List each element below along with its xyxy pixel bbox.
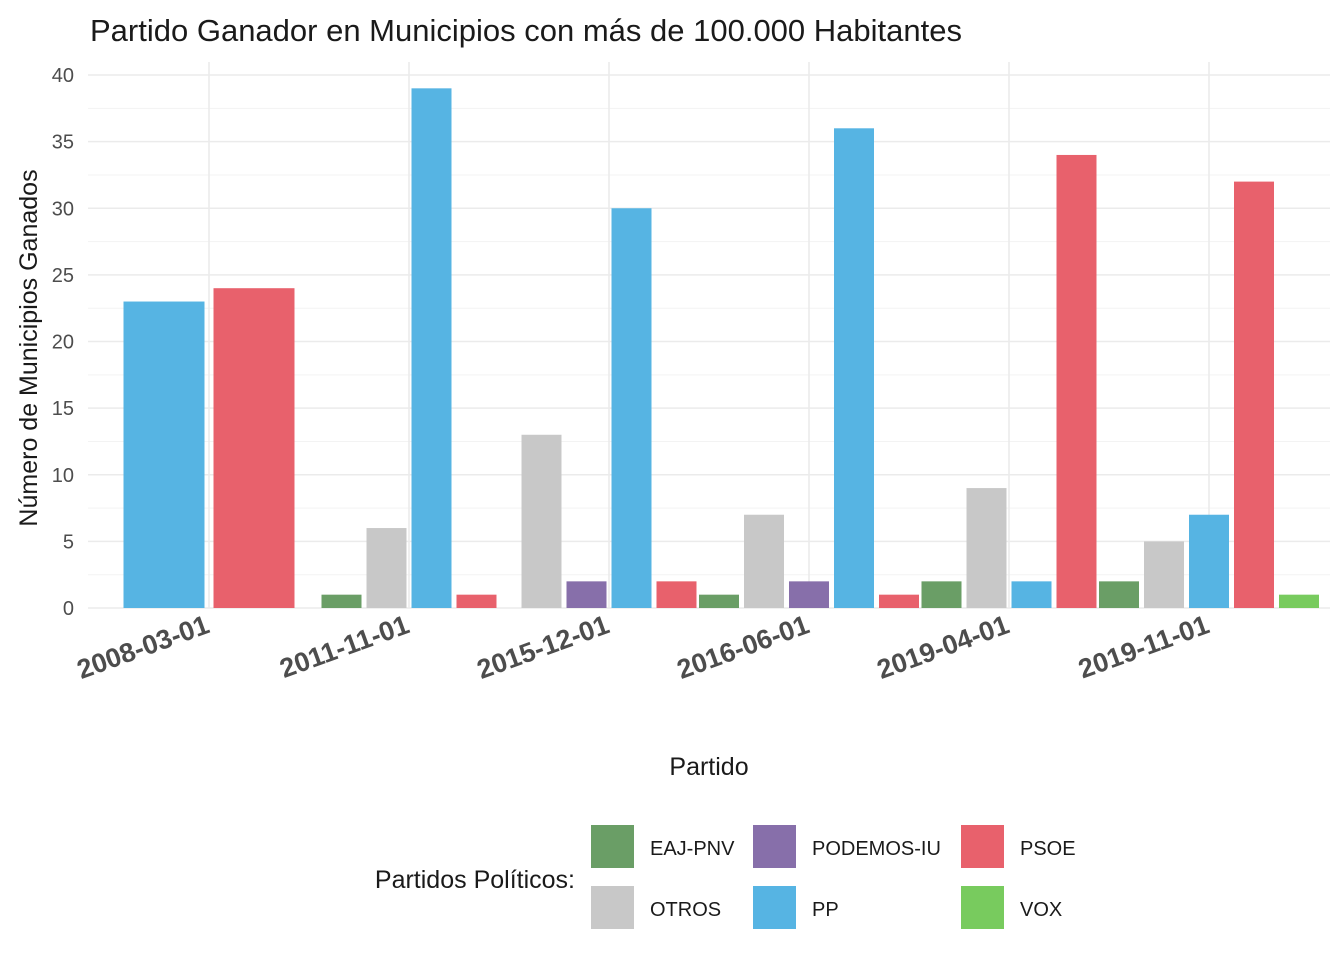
bar-otros-2015-12-01 xyxy=(521,434,562,608)
legend-label-pp: PP xyxy=(812,899,839,921)
legend-label-vox: VOX xyxy=(1020,899,1062,921)
bar-psoe-2008-03-01 xyxy=(213,288,295,608)
bar-pp-2011-11-01 xyxy=(411,88,452,608)
y-axis-ticks: 0 5 10 15 20 25 30 35 40 xyxy=(52,65,74,620)
y-tick-label: 5 xyxy=(63,531,74,553)
bar-psoe-2019-04-01 xyxy=(1056,154,1097,608)
bar-pp-2016-06-01 xyxy=(834,128,874,609)
y-tick-label: 40 xyxy=(52,65,74,87)
bar-pp-2015-12-01 xyxy=(611,208,652,608)
x-axis-title: Partido xyxy=(669,753,748,781)
x-tick-label: 2015-12-01 xyxy=(473,609,613,684)
x-tick-label: 2008-03-01 xyxy=(73,609,213,684)
x-axis-ticks: 2008-03-01 2011-11-01 2015-12-01 2016-06-01… xyxy=(73,609,1213,684)
bar-otros-2019-04-01 xyxy=(966,488,1007,608)
legend-label-eaj-pnv: EAJ-PNV xyxy=(650,838,735,860)
legend-key-pp xyxy=(753,886,796,929)
y-tick-label: 20 xyxy=(52,332,74,354)
x-tick-label: 2011-11-01 xyxy=(276,609,413,683)
bar-pp-2019-04-01 xyxy=(1011,581,1052,608)
y-tick-label: 25 xyxy=(52,265,74,287)
bar-eaj-pnv-2019-04-01 xyxy=(921,581,962,608)
bar-podemos-iu-2016-06-01 xyxy=(789,581,829,608)
legend: Partidos Políticos: EAJ-PNV OTROS PODEMOS-… xyxy=(375,825,1076,929)
legend-key-vox xyxy=(961,886,1004,929)
bar-psoe-2015-12-01 xyxy=(656,581,697,608)
y-tick-label: 30 xyxy=(52,198,74,220)
bar-pp-2008-03-01 xyxy=(123,301,205,608)
bar-vox-2019-11-01 xyxy=(1279,594,1319,608)
legend-label-otros: OTROS xyxy=(650,899,721,921)
bar-eaj-pnv-2011-11-01 xyxy=(321,594,362,608)
legend-label-podemos-iu: PODEMOS-IU xyxy=(812,838,941,860)
bar-podemos-iu-2015-12-01 xyxy=(566,581,607,608)
bar-psoe-2016-06-01 xyxy=(879,594,919,608)
legend-key-otros xyxy=(591,886,634,929)
y-tick-label: 15 xyxy=(52,398,74,420)
legend-key-psoe xyxy=(961,825,1004,868)
x-tick-label: 2016-06-01 xyxy=(673,609,813,684)
bars xyxy=(123,88,1319,609)
bar-eaj-pnv-2016-06-01 xyxy=(699,594,739,608)
y-axis-title: Número de Municipios Ganados xyxy=(15,169,43,526)
bar-psoe-2011-11-01 xyxy=(456,594,497,608)
legend-title: Partidos Políticos: xyxy=(375,866,575,894)
bar-pp-2019-11-01 xyxy=(1189,514,1229,608)
legend-label-psoe: PSOE xyxy=(1020,838,1076,860)
bar-eaj-pnv-2019-11-01 xyxy=(1099,581,1139,608)
bar-psoe-2019-11-01 xyxy=(1234,181,1274,608)
legend-key-podemos-iu xyxy=(753,825,796,868)
y-tick-label: 10 xyxy=(52,465,74,487)
bar-otros-2016-06-01 xyxy=(744,514,784,608)
bar-otros-2011-11-01 xyxy=(366,528,407,608)
x-tick-label: 2019-11-01 xyxy=(1074,609,1213,684)
y-tick-label: 0 xyxy=(63,598,74,620)
x-tick-label: 2019-04-01 xyxy=(873,609,1013,684)
y-tick-label: 35 xyxy=(52,132,74,154)
chart-title: Partido Ganador en Municipios con más de… xyxy=(90,13,962,48)
legend-key-eaj-pnv xyxy=(591,825,634,868)
bar-otros-2019-11-01 xyxy=(1144,541,1184,609)
